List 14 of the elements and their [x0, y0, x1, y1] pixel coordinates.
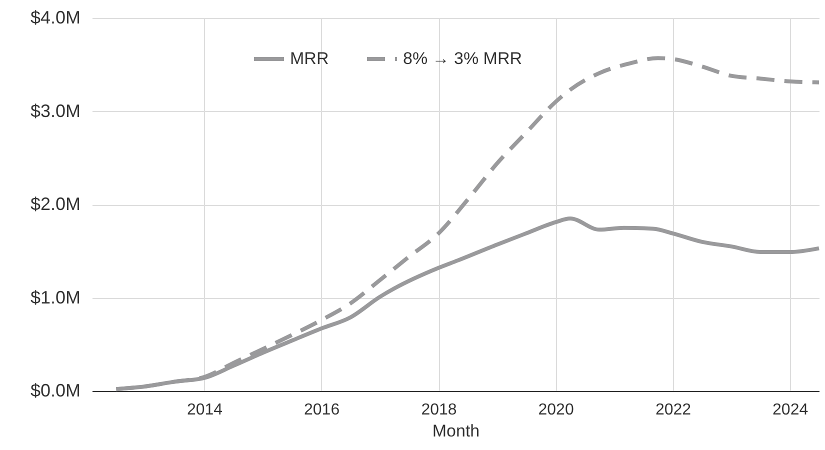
y-tick-label: $4.0M — [30, 8, 80, 28]
legend-label: 8% → 3% MRR — [403, 49, 522, 68]
x-tick-label: 2022 — [655, 402, 692, 418]
x-tick-label: 2016 — [304, 402, 340, 418]
x-tick-label: 2024 — [772, 402, 808, 418]
legend-label: MRR — [290, 49, 329, 68]
y-tick-label: $1.0M — [30, 287, 80, 308]
x-tick-label: 2020 — [538, 402, 574, 418]
y-tick-label: $0.0M — [30, 380, 80, 400]
x-tick-label: 2018 — [421, 402, 457, 418]
y-tick-label: $2.0M — [30, 194, 80, 214]
y-tick-label: $3.0M — [30, 100, 80, 121]
x-axis-title: Month — [432, 422, 480, 440]
x-tick-label: 2014 — [186, 402, 223, 418]
